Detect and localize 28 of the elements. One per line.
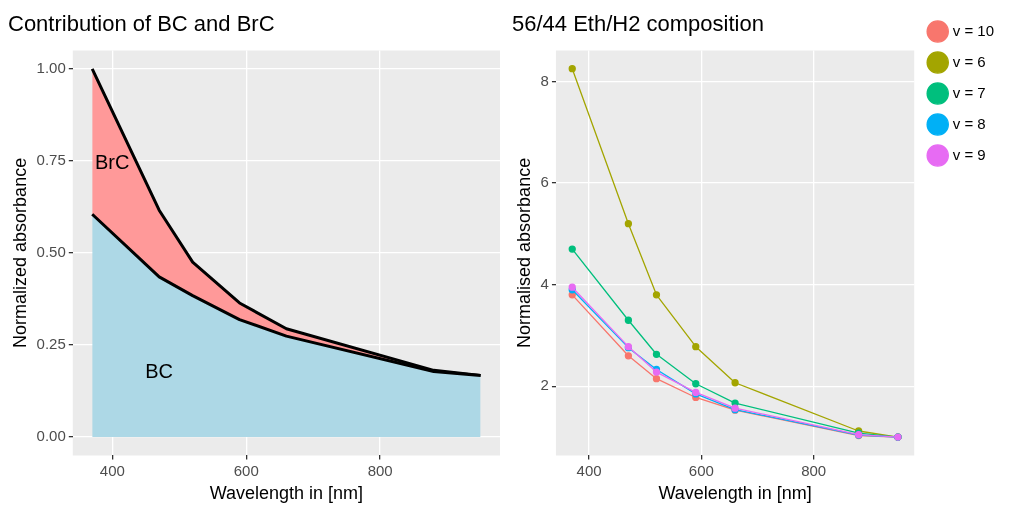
x-tick-label: 600 [688, 461, 714, 479]
chart-title: 56/44 Eth/H2 composition [512, 11, 764, 37]
y-tick-label: 0.50 [36, 243, 66, 261]
y-tick-label: 6 [540, 173, 549, 191]
x-axis-title: Wavelength in [nm] [209, 483, 364, 504]
x-tick-label: 800 [367, 461, 393, 479]
x-axis-title: Wavelength in [nm] [658, 483, 812, 504]
y-tick-label: 0.75 [36, 151, 66, 168]
y-tick-label: 8 [540, 71, 549, 89]
y-tick-label: 0.25 [36, 335, 66, 353]
y-tick-label: 1.00 [36, 58, 66, 76]
y-tick-label: 2 [540, 376, 549, 394]
legend-label: v = 8 [952, 114, 986, 132]
legend-label: v = 7 [952, 83, 986, 101]
series-label: BC [145, 360, 174, 383]
x-tick-label: 600 [233, 461, 259, 479]
y-axis-title: Normalised absorbance [513, 157, 534, 348]
legend-label: v = 10 [952, 21, 994, 39]
chart-title: Contribution of BC and BrC [8, 11, 275, 37]
x-tick-label: 800 [801, 461, 827, 479]
x-tick-label: 400 [99, 461, 125, 479]
y-axis-title: Normalized absorbance [9, 157, 30, 348]
series-label: BrC [94, 151, 130, 174]
y-tick-label: 0.00 [36, 427, 66, 445]
x-tick-label: 400 [576, 461, 602, 479]
legend-label: v = 9 [952, 145, 986, 163]
legend-label: v = 6 [952, 52, 986, 70]
y-tick-label: 4 [540, 274, 549, 292]
